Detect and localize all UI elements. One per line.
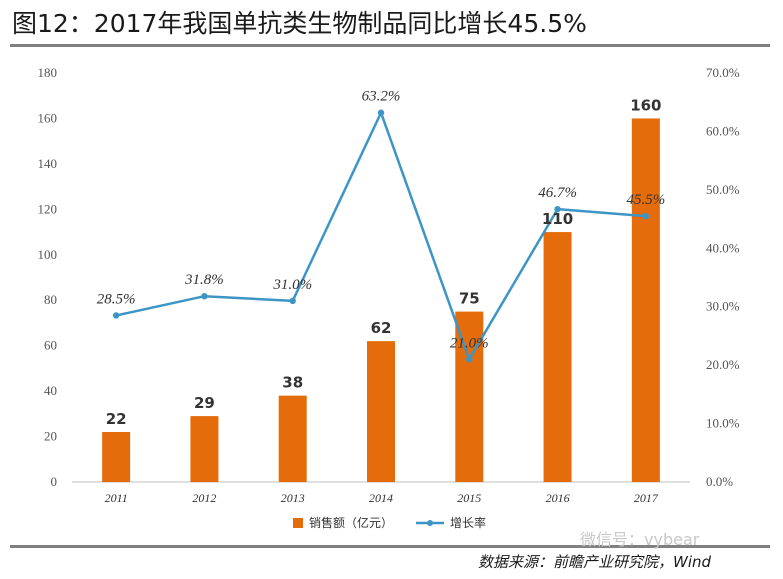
growth-rate-label: 46.7% [538,185,577,201]
x-tick-label: 2011 [105,491,128,505]
growth-rate-point-2016 [554,205,561,213]
line-series [112,109,650,363]
growth-rate-point-2014 [377,109,385,116]
left-y-tick-label: 180 [38,65,58,80]
bar-series [102,118,660,482]
bar-value-label: 160 [630,96,661,114]
x-tick-label: 2013 [281,491,305,505]
bar-2012 [190,416,219,482]
right-y-tick-label: 40.0% [706,240,740,255]
right-y-tick-label: 70.0% [706,65,740,80]
bar-value-label: 62 [371,319,392,337]
left-y-tick-label: 160 [38,110,58,125]
left-y-tick-label: 40 [44,383,57,398]
right-y-tick-label: 0.0% [706,474,733,489]
legend: 销售额（亿元） 增长率 [293,515,486,530]
right-y-tick-label: 10.0% [706,416,740,431]
right-y-tick-label: 20.0% [706,357,740,372]
left-y-tick-label: 100 [38,247,58,262]
right-y-tick-label: 60.0% [706,123,740,138]
x-tick-label: 2017 [634,491,659,505]
bar-value-label: 29 [194,394,215,412]
bar-2017 [631,118,660,482]
watermark-text: 微信号：vybear [580,530,700,549]
x-tick-label: 2016 [546,491,570,505]
legend-bar-label: 销售额（亿元） [309,515,393,530]
line-data-labels: 28.5% 31.8% 31.0% 63.2% 21.0% 46.7% 45.5% [97,89,665,352]
bar-2011 [102,432,131,482]
x-tick-label: 2012 [192,491,216,505]
growth-rate-label: 28.5% [97,291,136,307]
chart-title: 图12：2017年我国单抗类生物制品同比增长45.5% [12,9,587,38]
bar-2016 [543,232,572,482]
bar-value-label: 75 [459,290,480,308]
growth-rate-label: 63.2% [362,89,401,105]
growth-rate-point-2013 [289,297,296,305]
x-axis: 2011 2012 2013 2014 2015 2016 2017 [105,491,659,505]
source-note: 数据来源：前瞻产业研究院，Wind [478,553,712,571]
bar-2013 [278,395,307,482]
growth-rate-label: 31.0% [272,277,312,293]
left-y-tick-label: 80 [44,292,57,307]
left-y-tick-label: 120 [38,201,58,216]
bar-data-labels: 22 29 38 62 75 110 160 [106,96,662,428]
right-y-tick-label: 30.0% [706,299,740,314]
left-y-tick-label: 60 [44,338,57,353]
x-tick-label: 2015 [457,491,481,505]
top-divider [10,44,770,47]
legend-bar-swatch [293,518,303,528]
right-y-tick-label: 50.0% [706,182,740,197]
legend-line-label: 增长率 [450,515,486,530]
left-y-axis: 0 20 40 60 80 100 120 140 160 180 [38,65,58,489]
x-tick-label: 2014 [369,491,393,505]
bar-value-label: 110 [542,210,573,228]
growth-rate-label: 21.0% [450,335,489,351]
left-y-tick-label: 140 [38,156,58,171]
bar-2014 [367,341,395,482]
left-y-tick-label: 0 [51,474,58,489]
right-y-axis: 0.0% 10.0% 20.0% 30.0% 40.0% 50.0% 60.0% 70.0% [706,65,740,489]
growth-rate-point-2017 [642,212,650,220]
bar-value-label: 38 [282,374,303,392]
legend-line-marker [427,520,433,526]
growth-rate-label: 31.8% [184,272,224,288]
bottom-divider [10,545,770,548]
growth-rate-label: 45.5% [626,192,665,208]
bar-value-label: 22 [106,410,127,428]
bar-2015 [455,311,484,482]
growth-rate-point-2012 [201,292,208,300]
left-y-tick-label: 20 [44,429,57,444]
growth-rate-point-2011 [112,312,120,319]
growth-rate-point-2015 [466,356,473,363]
